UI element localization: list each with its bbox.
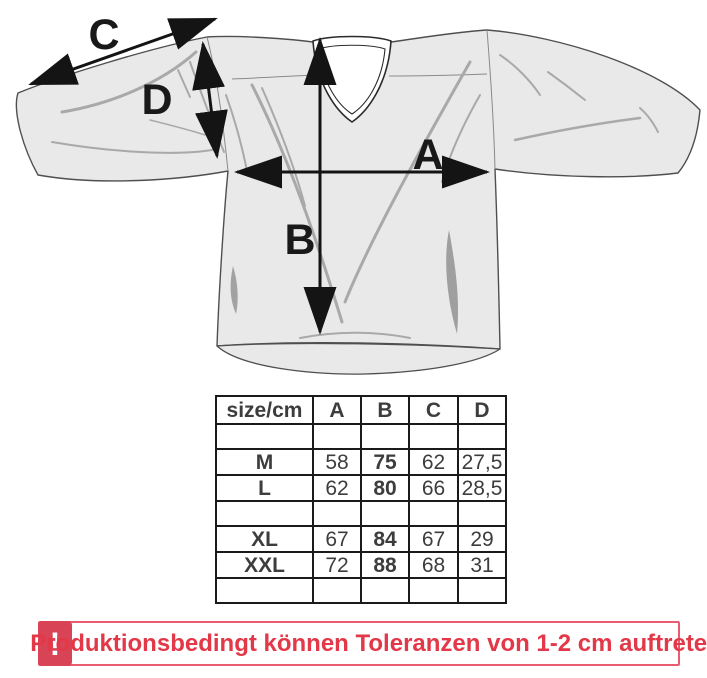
table-row-xxl: XXL 72 88 68 31 [215,551,507,579]
jersey-hem [216,342,501,375]
empty-cell [215,577,314,604]
arrow-c [28,17,218,86]
empty-cell [312,577,362,604]
label-a: A [412,131,443,179]
value-cell: 62 [312,474,362,502]
value-cell: 88 [360,551,410,579]
value-cell: 80 [360,474,410,502]
arrow-d [192,41,228,159]
exclamation-glyph: ! [49,625,61,662]
empty-cell [215,423,314,450]
exclamation-icon: ! [38,621,72,666]
label-c: C [88,11,119,59]
value-cell: 84 [360,525,410,553]
measurement-arrows [28,17,490,335]
value-cell: 31 [457,551,507,579]
value-cell: 29 [457,525,507,553]
size-table: size/cm A B C D M 58 75 62 27,5 L [215,395,507,604]
tolerance-notice-text: Produktionsbedingt können Toleranzen von… [30,629,707,657]
value-cell: 28,5 [457,474,507,502]
value-cell: 75 [360,448,410,476]
table-header-row: size/cm A B C D [215,395,507,425]
empty-cell [360,577,410,604]
empty-cell [312,500,362,527]
size-label: XXL [215,551,314,579]
value-cell: 72 [312,551,362,579]
size-label: L [215,474,314,502]
empty-cell [457,423,507,450]
label-d: D [141,76,172,124]
table-row-l: L 62 80 66 28,5 [215,474,507,502]
value-cell: 58 [312,448,362,476]
column-header-b: B [360,395,410,425]
label-b: B [284,216,315,264]
empty-cell [360,500,410,527]
empty-cell [408,500,459,527]
size-label: XL [215,525,314,553]
empty-cell [360,423,410,450]
spacer-row [215,577,507,604]
value-cell: 62 [408,448,459,476]
spacer-row [215,500,507,527]
column-header-c: C [408,395,459,425]
value-cell: 27,5 [457,448,507,476]
empty-cell [408,577,459,604]
value-cell: 67 [312,525,362,553]
empty-cell [215,500,314,527]
empty-cell [457,577,507,604]
empty-cell [312,423,362,450]
tolerance-notice: ! Produktionsbedingt können Toleranzen v… [30,621,707,666]
spacer-row [215,423,507,450]
empty-cell [408,423,459,450]
size-unit-header: size/cm [215,395,314,425]
value-cell: 66 [408,474,459,502]
jersey-measurement-diagram: A B C D [15,11,701,375]
table-row-m: M 58 75 62 27,5 [215,448,507,476]
empty-cell [457,500,507,527]
table-row-xl: XL 67 84 67 29 [215,525,507,553]
size-label: M [215,448,314,476]
column-header-d: D [457,395,507,425]
value-cell: 68 [408,551,459,579]
column-header-a: A [312,395,362,425]
size-table-container: size/cm A B C D M 58 75 62 27,5 L [215,395,507,604]
value-cell: 67 [408,525,459,553]
